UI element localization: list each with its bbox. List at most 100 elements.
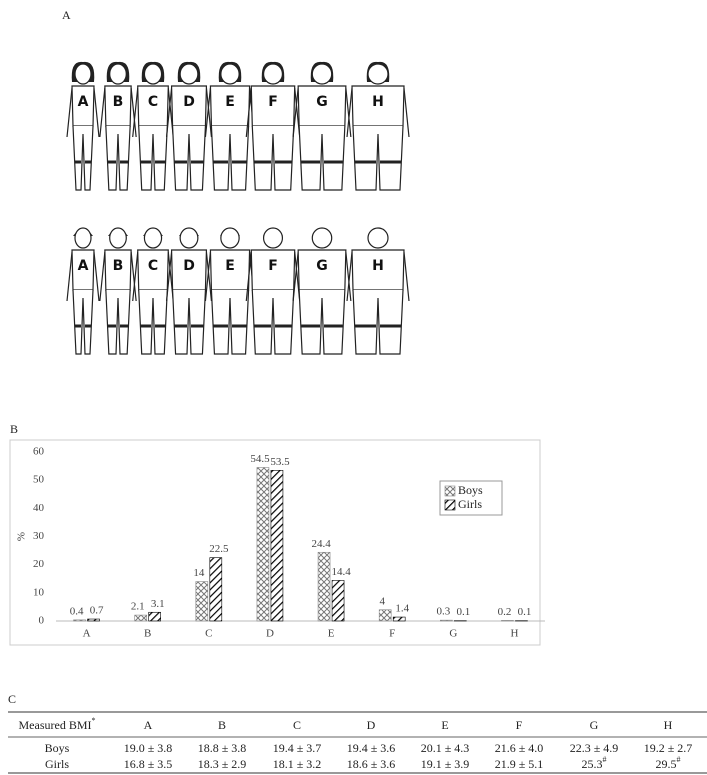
header-text: D [367,718,376,732]
table-cell: 29.5# [656,755,681,771]
figure-letter: H [372,94,384,110]
head [110,228,127,248]
x-tick-label: H [510,628,518,640]
head [312,64,331,84]
head [312,228,331,248]
header-text: B [218,718,226,732]
cell-text: 29.5 [656,757,677,771]
table-cell: 19.0 ± 3.8 [124,741,173,755]
data-label: 0.4 [70,605,84,617]
head [368,64,388,84]
table-cell: 22.3 ± 4.9 [570,741,619,755]
table-header: A [144,718,153,732]
row-label: Boys [45,741,70,755]
bar [271,470,283,621]
data-label: 22.5 [209,543,229,555]
table-cell: 18.8 ± 3.8 [198,741,247,755]
bar [135,615,147,621]
head [368,228,388,248]
table-cell: 18.3 ± 2.9 [198,757,247,771]
table-header: E [441,718,448,732]
table-cell: 18.6 ± 3.6 [347,757,396,771]
head [75,64,91,84]
y-tick-label: 40 [33,502,45,514]
table-cell: 19.4 ± 3.7 [273,741,322,755]
data-label: 0.1 [518,606,532,618]
bar [318,552,330,621]
cell-note: # [603,755,607,764]
bar [257,467,269,621]
legend-swatch [445,500,455,510]
head [144,228,161,248]
data-label: 24.4 [311,538,331,550]
row-label: Girls [45,757,69,771]
figure-letter: E [225,94,235,110]
table-cell: 20.1 ± 4.3 [421,741,470,755]
head [180,64,198,84]
y-tick-label: 0 [39,615,45,627]
y-tick-label: 10 [33,586,45,598]
data-label: 0.2 [498,606,512,618]
legs [252,126,293,190]
data-label: 0.3 [436,606,450,618]
x-tick-label: F [389,628,395,640]
bar [74,620,86,621]
figure-letter: H [372,258,384,274]
figure-letter: B [113,258,124,274]
legs [139,126,168,190]
table-header: Measured BMI* [19,716,96,732]
head [110,64,127,84]
legs [299,290,345,354]
legs [211,126,248,190]
y-tick-label: 20 [33,558,45,570]
cell-note: # [677,755,681,764]
data-label: 2.1 [131,601,145,613]
head [144,64,161,84]
figure: A B C ABCDEFGHABCDEFGH %0102030405060A0.… [0,0,707,775]
table-cell: 19.4 ± 3.6 [347,741,396,755]
head [264,64,283,84]
bar [149,612,161,621]
table-header: G [590,718,599,732]
bar [210,558,222,621]
y-tick-label: 60 [33,446,45,458]
table-header: H [664,718,673,732]
x-tick-label: G [449,628,457,640]
table-header: F [516,718,523,732]
figure-letter: C [148,258,158,274]
y-axis-label: % [16,532,28,541]
table-cell: 21.9 ± 5.1 [495,757,544,771]
data-label: 3.1 [151,598,165,610]
data-label: 14 [193,567,205,579]
header-text: H [664,718,673,732]
legs [106,126,130,190]
header-text: F [516,718,523,732]
data-label: 14.4 [331,566,351,578]
table-cell: 19.2 ± 2.7 [644,741,693,755]
data-label: 0.1 [456,606,470,618]
figure-illustrations: ABCDEFGHABCDEFGH [67,62,409,354]
legs [73,126,93,190]
table-cell: 16.8 ± 3.5 [124,757,173,771]
data-label: 1.4 [395,603,409,615]
header-note: * [91,716,95,725]
table-cell: 21.6 ± 4.0 [495,741,544,755]
head [221,64,239,84]
figure-letter: B [113,94,124,110]
legs [353,290,403,354]
head [75,228,91,248]
legs [173,126,206,190]
table-cell: 19.1 ± 3.9 [421,757,470,771]
legs [106,290,130,354]
table-cell: 25.3# [582,755,607,771]
bar [501,620,513,621]
legs [353,126,403,190]
x-tick-label: D [266,628,274,640]
bar [379,610,391,621]
bar [332,580,344,621]
panel-label: C [8,692,16,706]
legend-label: Boys [458,483,483,497]
table-header: D [367,718,376,732]
